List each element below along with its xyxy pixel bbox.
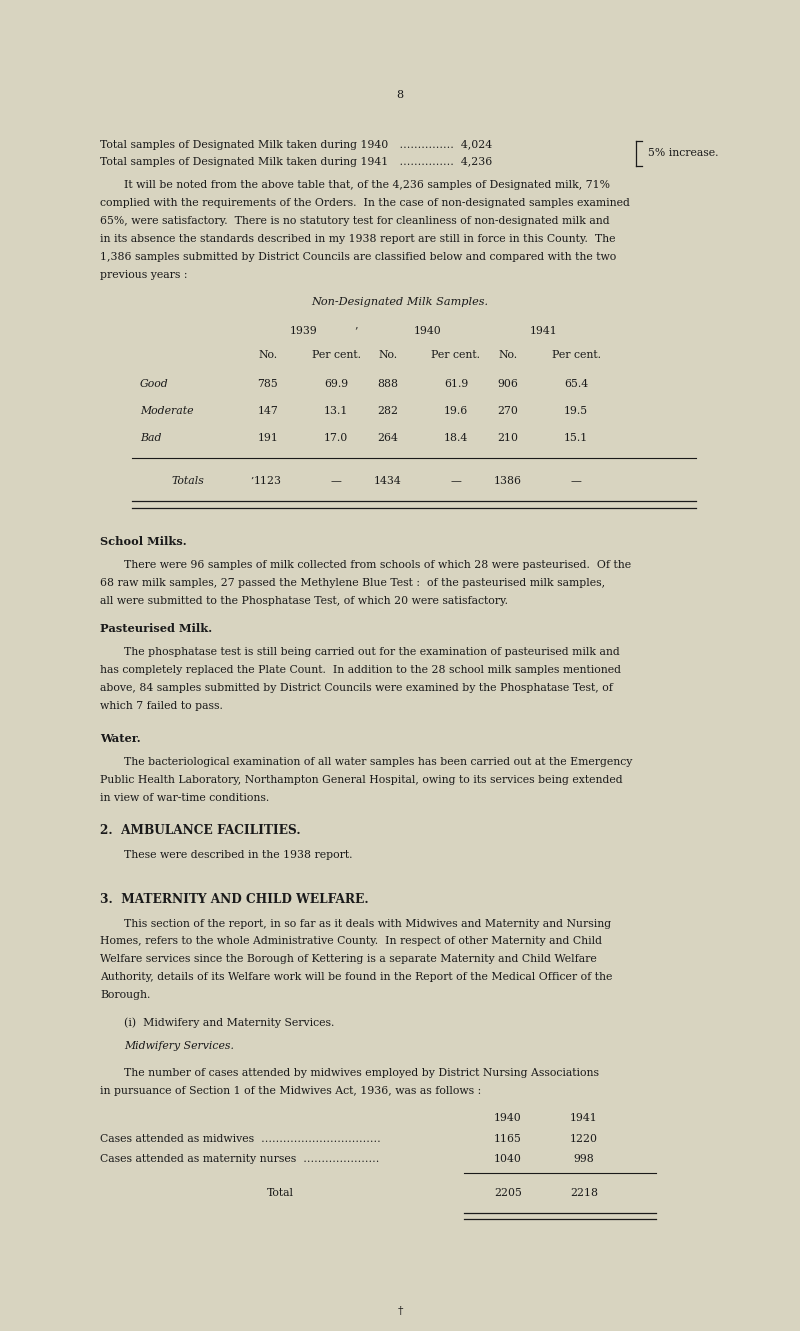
Text: It will be noted from the above table that, of the 4,236 samples of Designated m: It will be noted from the above table th…	[124, 180, 610, 190]
Text: Authority, details of its Welfare work will be found in the Report of the Medica: Authority, details of its Welfare work w…	[100, 973, 612, 982]
Text: Totals: Totals	[171, 476, 205, 486]
Text: 13.1: 13.1	[324, 406, 348, 415]
Text: —: —	[450, 476, 462, 486]
Text: in pursuance of Section 1 of the Midwives Act, 1936, was as follows :: in pursuance of Section 1 of the Midwive…	[100, 1086, 482, 1095]
Text: Total samples of Designated Milk taken during 1940    ……………  4,024: Total samples of Designated Milk taken d…	[100, 140, 492, 150]
Text: in its absence the standards described in my 1938 report are still in force in t: in its absence the standards described i…	[100, 234, 615, 244]
Text: 8: 8	[397, 91, 403, 100]
Text: 1040: 1040	[494, 1154, 522, 1163]
Text: This section of the report, in so far as it deals with Midwives and Maternity an: This section of the report, in so far as…	[124, 918, 611, 929]
Text: Midwifery Services.: Midwifery Services.	[124, 1041, 234, 1050]
Text: 282: 282	[378, 406, 398, 415]
Text: 1941: 1941	[530, 326, 558, 335]
Text: 1941: 1941	[570, 1113, 598, 1122]
Text: —: —	[330, 476, 342, 486]
Text: 270: 270	[498, 406, 518, 415]
Text: 5% increase.: 5% increase.	[648, 149, 718, 158]
Text: Per cent.: Per cent.	[311, 350, 361, 359]
Text: 1434: 1434	[374, 476, 402, 486]
Text: 1123: 1123	[254, 476, 282, 486]
Text: 2205: 2205	[494, 1189, 522, 1198]
Text: 65.4: 65.4	[564, 379, 588, 389]
Text: 2.  AMBULANCE FACILITIES.: 2. AMBULANCE FACILITIES.	[100, 824, 301, 837]
Text: 264: 264	[378, 433, 398, 442]
Text: The bacteriological examination of all water samples has been carried out at the: The bacteriological examination of all w…	[124, 757, 632, 768]
Text: 1939: 1939	[290, 326, 318, 335]
Text: (i)  Midwifery and Maternity Services.: (i) Midwifery and Maternity Services.	[124, 1017, 334, 1028]
Text: 906: 906	[498, 379, 518, 389]
Text: 19.5: 19.5	[564, 406, 588, 415]
Text: 998: 998	[574, 1154, 594, 1163]
Text: which 7 failed to pass.: which 7 failed to pass.	[100, 701, 223, 711]
Text: 888: 888	[378, 379, 398, 389]
Text: above, 84 samples submitted by District Councils were examined by the Phosphatas: above, 84 samples submitted by District …	[100, 683, 613, 693]
Text: Pasteurised Milk.: Pasteurised Milk.	[100, 623, 212, 634]
Text: 191: 191	[258, 433, 278, 442]
Text: The number of cases attended by midwives employed by District Nursing Associatio: The number of cases attended by midwives…	[124, 1067, 599, 1078]
Text: 2218: 2218	[570, 1189, 598, 1198]
Text: †: †	[398, 1306, 402, 1316]
Text: 61.9: 61.9	[444, 379, 468, 389]
Text: 19.6: 19.6	[444, 406, 468, 415]
Text: Cases attended as midwives  ……………………………: Cases attended as midwives ……………………………	[100, 1134, 381, 1145]
Text: 1940: 1940	[494, 1113, 522, 1122]
Text: 3.  MATERNITY AND CHILD WELFARE.: 3. MATERNITY AND CHILD WELFARE.	[100, 893, 369, 906]
Text: Total samples of Designated Milk taken during 1941    ……………  4,236: Total samples of Designated Milk taken d…	[100, 157, 492, 166]
Text: School Milks.: School Milks.	[100, 536, 186, 547]
Text: Welfare services since the Borough of Kettering is a separate Maternity and Chil: Welfare services since the Borough of Ke…	[100, 954, 597, 965]
Text: No.: No.	[498, 350, 518, 359]
Text: in view of war-time conditions.: in view of war-time conditions.	[100, 793, 270, 804]
Text: 1386: 1386	[494, 476, 522, 486]
Text: There were 96 samples of milk collected from schools of which 28 were pasteurise: There were 96 samples of milk collected …	[124, 560, 631, 570]
Text: No.: No.	[378, 350, 398, 359]
Text: Borough.: Borough.	[100, 990, 150, 1001]
Text: No.: No.	[258, 350, 278, 359]
Text: Per cent.: Per cent.	[551, 350, 601, 359]
Text: Total: Total	[266, 1189, 294, 1198]
Text: 210: 210	[498, 433, 518, 442]
Text: 65%, were satisfactory.  There is no statutory test for cleanliness of non-desig: 65%, were satisfactory. There is no stat…	[100, 216, 610, 226]
Text: ’: ’	[250, 476, 254, 486]
Text: Good: Good	[140, 379, 169, 389]
Text: ’: ’	[354, 326, 358, 335]
Text: 1,386 samples submitted by District Councils are classified below and compared w: 1,386 samples submitted by District Coun…	[100, 252, 616, 262]
Text: 68 raw milk samples, 27 passed the Methylene Blue Test :  of the pasteurised mil: 68 raw milk samples, 27 passed the Methy…	[100, 578, 605, 588]
Text: —: —	[570, 476, 582, 486]
Text: Bad: Bad	[140, 433, 162, 442]
Text: 147: 147	[258, 406, 278, 415]
Text: These were described in the 1938 report.: These were described in the 1938 report.	[124, 849, 353, 860]
Text: The phosphatase test is still being carried out for the examination of pasteuris: The phosphatase test is still being carr…	[124, 647, 620, 658]
Text: Cases attended as maternity nurses  …………………: Cases attended as maternity nurses ………………	[100, 1154, 379, 1163]
Text: all were submitted to the Phosphatase Test, of which 20 were satisfactory.: all were submitted to the Phosphatase Te…	[100, 596, 508, 606]
Text: 1220: 1220	[570, 1134, 598, 1145]
Text: 69.9: 69.9	[324, 379, 348, 389]
Text: Homes, refers to the whole Administrative County.  In respect of other Maternity: Homes, refers to the whole Administrativ…	[100, 937, 602, 946]
Text: Non-Designated Milk Samples.: Non-Designated Milk Samples.	[311, 297, 489, 306]
Text: 1940: 1940	[414, 326, 442, 335]
Text: has completely replaced the Plate Count.  In addition to the 28 school milk samp: has completely replaced the Plate Count.…	[100, 666, 621, 675]
Text: Water.: Water.	[100, 733, 141, 744]
Text: previous years :: previous years :	[100, 270, 187, 280]
Text: 785: 785	[258, 379, 278, 389]
Text: 17.0: 17.0	[324, 433, 348, 442]
Text: complied with the requirements of the Orders.  In the case of non-designated sam: complied with the requirements of the Or…	[100, 198, 630, 208]
Text: Public Health Laboratory, Northampton General Hospital, owing to its services be: Public Health Laboratory, Northampton Ge…	[100, 776, 622, 785]
Text: 15.1: 15.1	[564, 433, 588, 442]
Text: 1165: 1165	[494, 1134, 522, 1145]
Text: 18.4: 18.4	[444, 433, 468, 442]
Text: Per cent.: Per cent.	[431, 350, 481, 359]
Text: Moderate: Moderate	[140, 406, 194, 415]
